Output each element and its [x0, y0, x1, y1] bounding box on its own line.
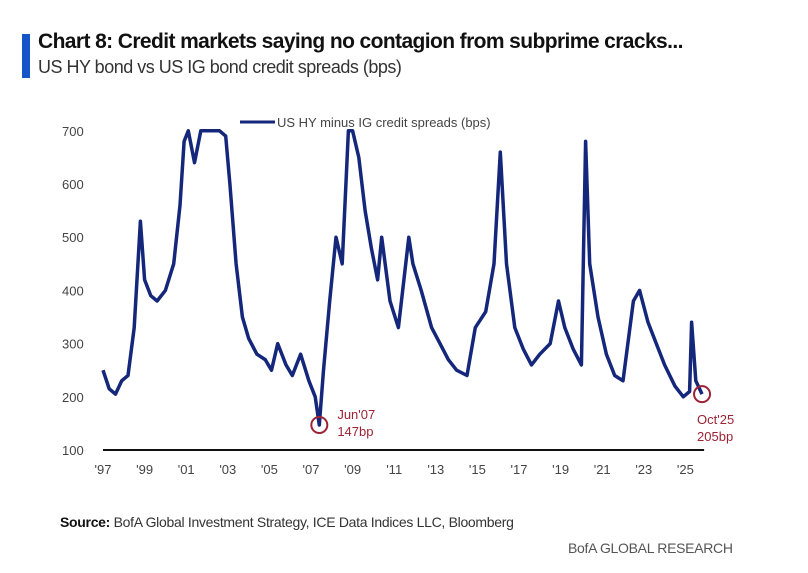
x-tick-label: '13 [427, 462, 444, 477]
chart-title: Chart 8: Credit markets saying no contag… [38, 30, 683, 53]
x-tick-label: '23 [635, 462, 652, 477]
chart-subtitle: US HY bond vs US IG bond credit spreads … [38, 57, 402, 77]
annotation-marker [310, 415, 329, 434]
source-note: Source: BofA Global Investment Strategy,… [60, 514, 514, 530]
x-tick-label: '07 [303, 462, 320, 477]
legend-label: US HY minus IG credit spreads (bps) [277, 115, 491, 130]
x-tick-label: '99 [136, 462, 153, 477]
annotation-value: 147bp [337, 424, 373, 439]
x-tick-label: '21 [594, 462, 611, 477]
brand-label: BofA GLOBAL RESEARCH [568, 540, 733, 556]
source-label: Source: [60, 514, 111, 530]
y-tick-label: 400 [62, 283, 84, 298]
y-tick-label: 600 [62, 177, 84, 192]
y-tick-label: 500 [62, 230, 84, 245]
y-tick-label: 200 [62, 390, 84, 405]
title-accent-bar [22, 34, 30, 78]
annotation-date: Oct'25 [697, 412, 734, 427]
x-tick-label: '01 [178, 462, 195, 477]
y-tick-label: 300 [62, 337, 84, 352]
x-tick-label: '03 [219, 462, 236, 477]
x-tick-label: '25 [677, 462, 694, 477]
series-line-hy-minus-ig [101, 129, 704, 427]
x-tick-label: '09 [344, 462, 361, 477]
source-text: BofA Global Investment Strategy, ICE Dat… [113, 514, 514, 530]
x-tick-label: '17 [511, 462, 528, 477]
annotation-value: 205bp [697, 429, 733, 444]
x-tick-label: '11 [386, 462, 402, 477]
x-tick-label: '15 [469, 462, 486, 477]
y-tick-label: 100 [62, 443, 84, 458]
x-tick-label: '97 [95, 462, 112, 477]
annotation-marker [693, 385, 712, 404]
y-tick-label: 700 [62, 124, 84, 139]
annotation-date: Jun'07 [337, 407, 375, 422]
x-tick-label: '05 [261, 462, 278, 477]
x-tick-label: '19 [552, 462, 569, 477]
